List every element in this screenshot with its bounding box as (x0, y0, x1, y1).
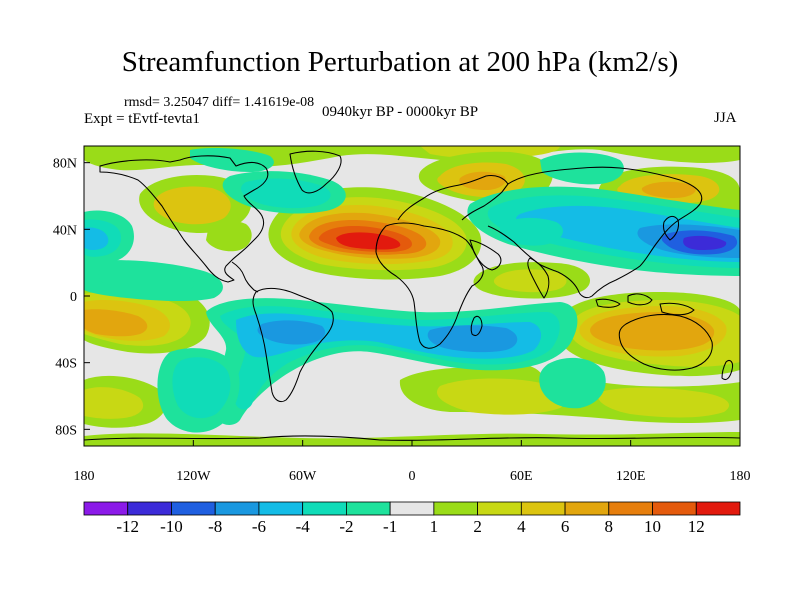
colorbar-swatch (477, 501, 522, 516)
colorbar-label: 8 (605, 517, 614, 536)
colorbar: -12 -10 -8 -6 -4 -2 -1 1 2 4 6 8 10 12 (83, 501, 741, 536)
experiment-label: Expt = tEvtf-tevta1 (84, 111, 200, 127)
period-label: 0940kyr BP - 0000kyr BP (322, 104, 479, 120)
y-tick-label: 40N (53, 223, 77, 238)
coast-australia (618, 313, 713, 371)
colorbar-label: 12 (688, 517, 705, 536)
contour-watl-1 (206, 220, 252, 252)
colorbar-swatch (127, 501, 172, 516)
colorbar-swatch (171, 501, 216, 516)
contour-nwam-2 (153, 186, 231, 225)
x-tick-label: 120E (616, 469, 646, 484)
coast-indonesia-2 (627, 293, 653, 306)
contour-npac-3 (641, 181, 696, 198)
x-tick-label: 60W (289, 469, 317, 484)
contour-spneg-2 (172, 357, 231, 419)
y-tick-label: 80N (53, 157, 77, 172)
coast-indonesia-3 (659, 302, 695, 316)
contour-siberia-3 (459, 171, 506, 190)
y-tick-label: 40S (55, 357, 77, 372)
x-axis: 180 120W 60W 0 60E 120E 180 (74, 440, 751, 484)
coast-europe (397, 174, 509, 221)
colorbar-label: -6 (252, 517, 266, 536)
colorbar-label: 6 (561, 517, 570, 536)
colorbar-label: 2 (473, 517, 482, 536)
colorbar-label: -2 (339, 517, 353, 536)
colorbar-swatch (608, 501, 653, 516)
contour-casia-1 (500, 217, 563, 246)
colorbar-swatch (302, 501, 347, 516)
coast-madagascar (470, 315, 483, 337)
x-tick-label: 180 (74, 469, 95, 484)
colorbar-swatch (214, 501, 260, 516)
colorbar-swatch (345, 501, 391, 516)
colorbar-swatch (258, 501, 304, 516)
contour-tepac-4 (84, 309, 148, 337)
x-tick-label: 180 (730, 469, 751, 484)
contour-nam-2 (241, 178, 331, 209)
colorbar-swatch (564, 501, 610, 516)
colorbar-label: 1 (430, 517, 439, 536)
contour-ant-1 (84, 432, 740, 446)
contour-sso-2 (436, 378, 567, 415)
colorbar-swatch (83, 501, 129, 516)
colorbar-label: -10 (160, 517, 183, 536)
colorbar-swatch (695, 501, 741, 516)
coast-central-america (231, 261, 259, 293)
colorbar-label: 4 (517, 517, 526, 536)
stats-text: rmsd= 3.25047 diff= 1.41619e-08 (124, 95, 315, 110)
coast-antarctica (84, 435, 740, 441)
coast-north-america (99, 155, 269, 283)
colorbar-swatch (652, 501, 697, 516)
x-tick-label: 60E (510, 469, 533, 484)
x-tick-label: 120W (176, 469, 211, 484)
contour-satl-5 (257, 320, 326, 345)
coast-africa (375, 222, 484, 349)
contour-sso-3 (597, 387, 730, 418)
colorbar-swatch (520, 501, 566, 516)
colorbar-swatch (389, 501, 435, 516)
coast-indonesia-1 (595, 298, 621, 308)
contour-spac-2 (84, 387, 144, 419)
contour-sineg-1 (539, 357, 606, 409)
coast-new-zealand (721, 359, 734, 381)
coast-japan (662, 215, 680, 241)
contour-wedge-3 (84, 227, 109, 250)
contour-aus-4 (590, 312, 715, 351)
colorbar-swatch (433, 501, 479, 516)
y-tick-label: 80S (55, 423, 77, 438)
coastlines (84, 150, 740, 441)
colorbar-label: -12 (116, 517, 139, 536)
colorbar-label: -1 (383, 517, 397, 536)
coast-south-america (252, 287, 334, 403)
y-tick-label: 0 (70, 290, 77, 305)
colorbar-label: 10 (644, 517, 661, 536)
coast-greenland (289, 150, 342, 194)
x-tick-label: 0 (409, 469, 416, 484)
contour-natl-7 (336, 232, 401, 250)
season-label: JJA (714, 110, 737, 126)
colorbar-label: -4 (296, 517, 311, 536)
coast-india (527, 257, 550, 299)
coast-arabia (469, 239, 502, 271)
colorbar-label: -8 (208, 517, 222, 536)
plot-title: Streamfunction Perturbation at 200 hPa (… (121, 46, 679, 78)
contour-cpac-2 (98, 268, 195, 293)
y-axis: 80N 40N 0 40S 80S (53, 157, 90, 438)
contour-npneg-6 (683, 235, 727, 250)
